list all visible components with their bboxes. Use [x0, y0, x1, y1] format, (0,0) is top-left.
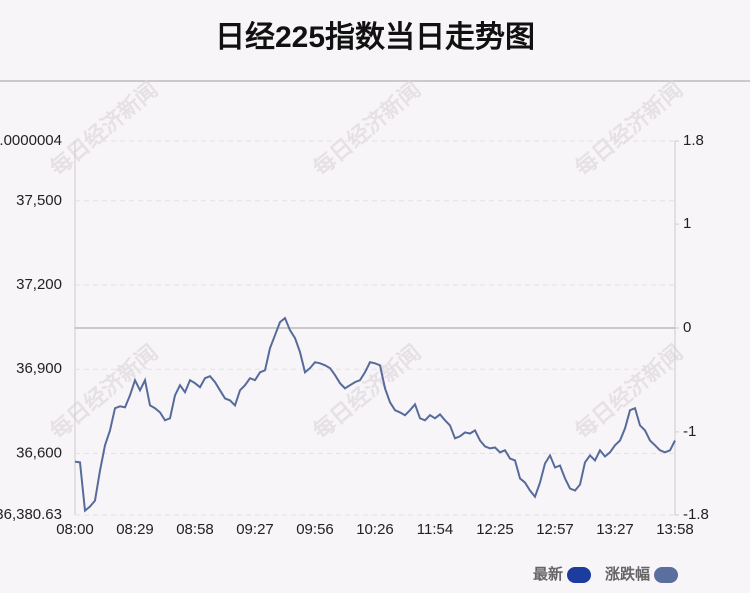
watermark: 每日经济新闻: [308, 340, 425, 444]
x-tick-label: 11:54: [417, 521, 453, 538]
y2-tick-label: 1.8: [683, 132, 704, 149]
y2-tick-label: -1: [683, 423, 696, 440]
x-tick-label: 12:57: [536, 521, 574, 538]
legend-swatch: [654, 567, 679, 583]
y-tick-label: 37,713.0000004: [0, 132, 62, 149]
x-tick-label: 08:58: [176, 521, 214, 538]
x-tick-label: 08:00: [56, 521, 94, 538]
x-tick-label: 13:58: [656, 521, 694, 538]
legend-label: 最新: [533, 565, 563, 583]
chart-title: 日经225指数当日走势图: [215, 20, 535, 54]
x-tick-label: 10:26: [356, 521, 394, 538]
y2-tick-label: 0: [683, 319, 691, 336]
watermark: 每日经济新闻: [570, 77, 687, 181]
x-tick-label: 09:56: [296, 521, 334, 538]
y2-tick-label: 1: [683, 215, 691, 232]
x-tick-label: 08:29: [116, 521, 154, 538]
y-tick-label: 36,380.63: [0, 506, 62, 523]
price-line: [74, 316, 676, 513]
legend-swatch: [567, 567, 592, 583]
y-tick-label: 36,600: [16, 444, 62, 461]
watermark: 每日经济新闻: [45, 340, 162, 444]
watermark: 每日经济新闻: [570, 340, 687, 444]
x-tick-label: 12:25: [476, 521, 514, 538]
legend-label: 涨跌幅: [605, 565, 650, 583]
x-tick-label: 13:27: [596, 521, 634, 538]
x-tick-label: 09:27: [236, 521, 274, 538]
y-tick-label: 37,500: [16, 192, 62, 209]
watermark: 每日经济新闻: [45, 77, 162, 181]
y-tick-label: 36,900: [16, 360, 62, 377]
y-tick-label: 37,200: [16, 276, 62, 293]
watermark: 每日经济新闻: [308, 77, 425, 181]
y2-tick-label: -1.8: [683, 506, 709, 523]
